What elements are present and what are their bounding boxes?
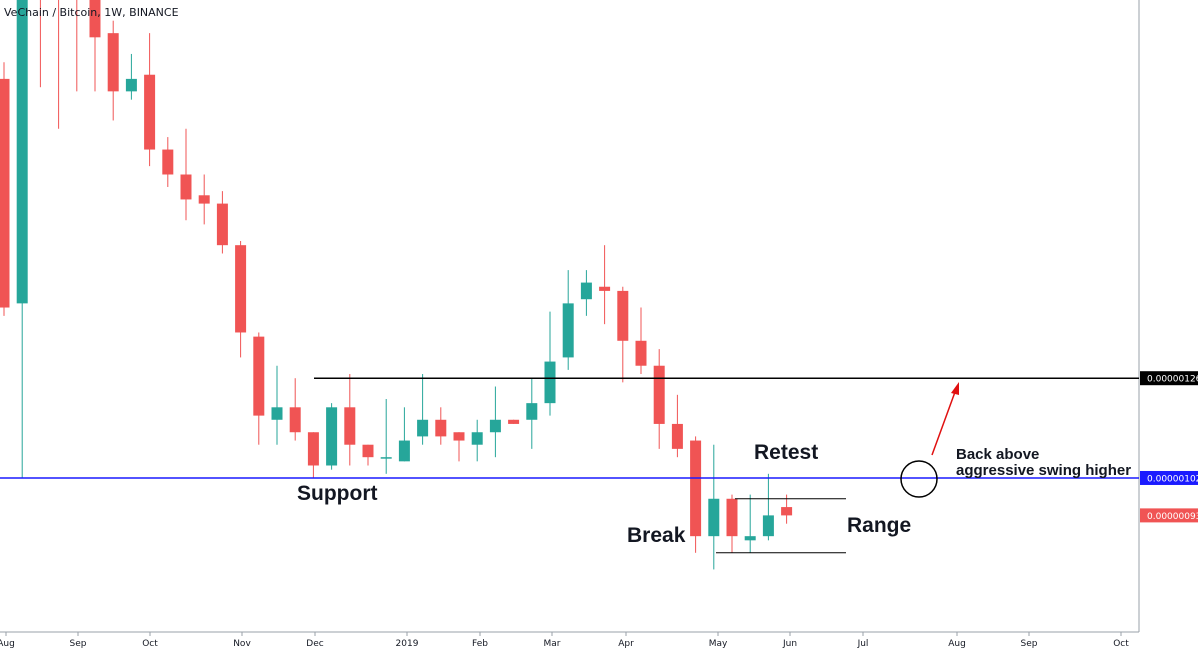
- price-label-text: 0.00000093: [1147, 512, 1200, 522]
- x-tick-label: Jul: [857, 639, 869, 649]
- candle-body: [562, 303, 574, 358]
- candle-body: [690, 440, 702, 537]
- candle-body: [198, 195, 210, 204]
- candle-body: [380, 457, 392, 459]
- candle-body: [235, 245, 247, 333]
- candle-body: [635, 340, 647, 366]
- candle-body: [271, 407, 283, 420]
- candle-body: [453, 432, 465, 441]
- candle-body: [344, 407, 356, 445]
- x-tick-label: May: [709, 639, 728, 649]
- price-label-box: [1140, 508, 1198, 523]
- chart-title: VeChain / Bitcoin, 1W, BINANCE: [4, 6, 179, 19]
- candle-body: [708, 498, 720, 537]
- candle-body: [617, 290, 629, 341]
- x-tick-label: Aug: [948, 639, 966, 649]
- annotation-back-above-line2: aggressive swing higher: [956, 462, 1131, 479]
- candle-body: [16, 0, 28, 304]
- candle-body: [362, 444, 374, 458]
- candle-body: [762, 515, 774, 537]
- candle-body: [125, 78, 137, 92]
- candle-body: [671, 423, 683, 449]
- candle-body: [526, 403, 538, 420]
- candle-body: [253, 336, 265, 416]
- candle-body: [162, 149, 174, 175]
- x-tick-label: Nov: [233, 639, 251, 649]
- x-tick-label: Feb: [472, 639, 488, 649]
- candle-body: [653, 365, 665, 424]
- annotation-retest: Retest: [754, 441, 818, 464]
- arrow-shaft: [931, 391, 956, 456]
- candle-body: [781, 507, 793, 516]
- x-tick-label: Jun: [782, 639, 797, 649]
- x-tick-label: Oct: [142, 639, 158, 649]
- candle-body: [307, 432, 319, 466]
- candle-body: [744, 536, 756, 541]
- candle-body: [471, 432, 483, 445]
- candle-body: [508, 419, 520, 424]
- candle-body: [216, 203, 228, 246]
- candle-body: [289, 407, 301, 433]
- candle-body: [599, 286, 611, 291]
- annotation-break: Break: [627, 524, 686, 547]
- candle-body: [435, 419, 447, 437]
- breakout-circle: [900, 460, 938, 498]
- candle-body: [0, 78, 10, 308]
- candle-body: [544, 361, 556, 404]
- candle-body: [417, 419, 429, 437]
- candle-body: [398, 440, 410, 462]
- price-label-box: [1140, 470, 1198, 485]
- x-tick-label: Apr: [618, 639, 634, 649]
- x-tick-label: Sep: [1021, 639, 1038, 649]
- annotation-back-above-line1: Back above: [956, 446, 1039, 463]
- candle-body: [726, 498, 738, 537]
- price-label-text: 0.00000102: [1147, 474, 1200, 484]
- x-tick-label: Oct: [1113, 639, 1129, 649]
- candle-body: [89, 0, 101, 38]
- arrow-head: [951, 382, 959, 395]
- price-label-box: [1140, 371, 1198, 386]
- candle-body: [580, 282, 592, 300]
- x-tick-label: 2019: [396, 639, 419, 649]
- annotation-range: Range: [847, 514, 911, 537]
- x-tick-label: Sep: [70, 639, 87, 649]
- candle-body: [144, 74, 156, 150]
- candle-body: [326, 407, 338, 466]
- x-tick-label: Aug: [0, 639, 15, 649]
- annotation-support: Support: [297, 482, 377, 505]
- candle-body: [180, 174, 192, 200]
- price-label-text: 0.00000126: [1147, 375, 1200, 385]
- candle-body: [107, 33, 119, 92]
- x-tick-label: Mar: [544, 639, 561, 649]
- candle-body: [489, 419, 501, 433]
- x-tick-label: Dec: [306, 639, 323, 649]
